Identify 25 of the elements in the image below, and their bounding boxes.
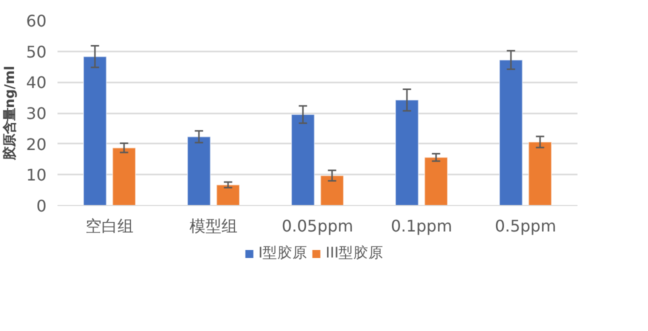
x-tick-label: 空白组 xyxy=(86,216,134,236)
legend-label: I型胶原 xyxy=(258,244,308,262)
y-axis-title: 胶原含量ng/ml xyxy=(2,66,18,162)
bar xyxy=(499,59,523,206)
bar xyxy=(320,175,344,206)
bar xyxy=(291,114,315,206)
bar xyxy=(187,136,211,206)
bar xyxy=(528,141,552,206)
bar xyxy=(83,56,107,206)
y-tick-label: 40 xyxy=(26,73,46,92)
y-tick-label: 60 xyxy=(26,12,46,30)
legend-label: III型胶原 xyxy=(326,244,384,262)
bar xyxy=(395,100,419,206)
y-tick-label: 30 xyxy=(26,104,46,123)
x-tick-label: 0.5ppm xyxy=(494,216,556,236)
bar xyxy=(424,156,448,206)
y-tick-label: 0 xyxy=(36,196,47,216)
bar xyxy=(216,184,240,206)
x-tick-label: 模型组 xyxy=(190,216,238,236)
x-tick-label: 0.1ppm xyxy=(390,216,452,236)
y-tick-label: 50 xyxy=(26,42,46,62)
y-tick-label: 20 xyxy=(26,134,46,154)
y-tick-label: 10 xyxy=(26,166,46,185)
bar xyxy=(112,147,136,206)
x-tick-label: 0.05ppm xyxy=(282,216,354,236)
